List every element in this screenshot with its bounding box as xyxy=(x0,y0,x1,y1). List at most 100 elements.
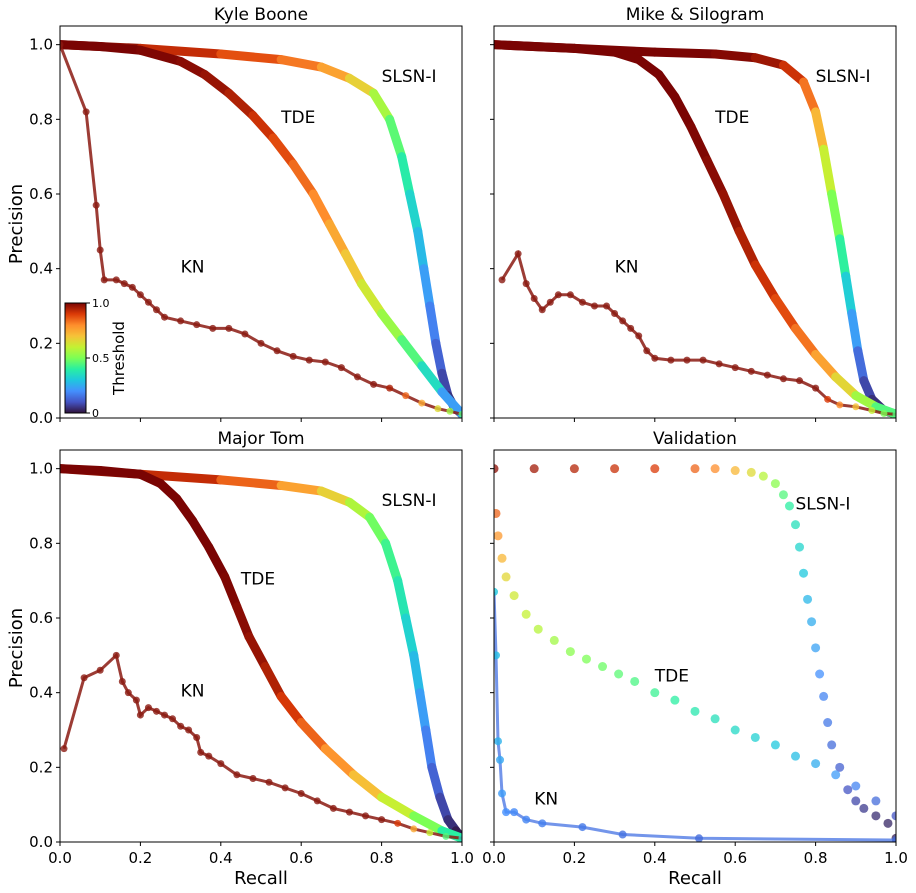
data-point xyxy=(650,464,659,473)
kn-point xyxy=(119,678,126,685)
data-point xyxy=(614,670,623,679)
data-point xyxy=(803,595,812,604)
kn-point xyxy=(306,357,313,364)
kn-point xyxy=(153,708,160,715)
kn-point xyxy=(611,310,618,317)
series-slsn-i xyxy=(490,464,901,843)
colorbar-gradient xyxy=(65,303,86,413)
curve-segment xyxy=(832,194,840,239)
data-point xyxy=(494,531,503,540)
kn-point xyxy=(635,332,642,339)
kn-point xyxy=(651,355,658,362)
curve-segment xyxy=(345,254,361,284)
panel-title: Kyle Boone xyxy=(214,5,308,25)
kn-point xyxy=(145,299,152,306)
kn-point xyxy=(796,377,803,384)
curve-segment xyxy=(386,543,398,580)
kn-point xyxy=(591,303,598,310)
kn-point xyxy=(346,809,353,816)
kn-point xyxy=(748,368,755,375)
x-tick-label: 0.0 xyxy=(48,849,72,867)
plot-area xyxy=(494,45,900,418)
data-point xyxy=(791,520,800,529)
x-tick-label: 0.8 xyxy=(804,849,828,867)
kn-point xyxy=(683,357,690,364)
curve-segment xyxy=(321,491,349,502)
curve-segment xyxy=(221,480,281,486)
kn-point xyxy=(266,779,273,786)
curve-segment xyxy=(804,82,816,112)
curve-segment xyxy=(775,299,795,329)
curve-label: KN xyxy=(615,257,639,277)
kn-point xyxy=(298,790,305,797)
curve-label: KN xyxy=(181,257,205,277)
curve-label: SLSN-I xyxy=(382,491,437,511)
x-tick-label: 0.0 xyxy=(482,849,506,867)
data-point xyxy=(779,490,788,499)
kn-point xyxy=(378,816,385,823)
colorbar-tick-label-top: 1.0 xyxy=(92,297,110,310)
kn-line xyxy=(502,254,896,415)
curve-segment xyxy=(816,112,824,149)
kn-point xyxy=(193,321,200,328)
kn-point xyxy=(113,276,120,283)
data-point xyxy=(534,625,543,634)
kn-point xyxy=(502,808,510,816)
kn-point xyxy=(137,712,144,719)
curve-segment xyxy=(755,265,775,299)
curve-label: TDE xyxy=(654,666,689,686)
data-point xyxy=(530,464,539,473)
kn-point xyxy=(330,805,337,812)
kn-point xyxy=(764,372,771,379)
kn-point xyxy=(61,745,68,752)
x-tick-label: 0.2 xyxy=(128,849,152,867)
curve-label: TDE xyxy=(714,108,749,128)
curve-segment xyxy=(313,194,329,224)
curve-segment xyxy=(225,577,237,607)
kn-point xyxy=(258,340,265,347)
kn-point xyxy=(249,775,256,782)
series-kn xyxy=(499,250,900,418)
data-point xyxy=(859,804,868,813)
kn-point xyxy=(217,760,224,767)
data-point xyxy=(582,655,591,664)
series-tde xyxy=(60,469,462,839)
data-point xyxy=(883,819,892,828)
kn-point xyxy=(233,771,240,778)
kn-point xyxy=(225,325,232,332)
curve-label: TDE xyxy=(280,108,315,128)
curve-label: TDE xyxy=(240,569,275,589)
kn-point xyxy=(868,407,875,414)
curve-segment xyxy=(265,667,281,697)
curve-segment xyxy=(824,149,832,194)
curve-segment xyxy=(816,355,836,377)
curve-segment xyxy=(293,164,313,194)
data-point xyxy=(791,752,800,761)
curve-segment xyxy=(301,723,325,749)
data-point xyxy=(815,670,824,679)
y-tick-label: 0.6 xyxy=(29,609,53,627)
curve-segment xyxy=(436,343,442,373)
kn-point xyxy=(205,753,212,760)
kn-point xyxy=(700,357,707,364)
kn-point xyxy=(434,405,441,412)
curve-segment xyxy=(723,194,739,231)
curve-segment xyxy=(100,471,140,475)
kn-point xyxy=(539,306,546,313)
kn-point xyxy=(852,403,859,410)
kn-point xyxy=(494,737,502,745)
y-tick-label: 0.8 xyxy=(29,534,53,552)
kn-point xyxy=(185,727,192,734)
data-point xyxy=(751,733,760,742)
x-tick-label: 0.2 xyxy=(562,849,586,867)
data-point xyxy=(795,543,804,552)
curve-segment xyxy=(382,797,414,816)
kn-point xyxy=(426,829,433,836)
kn-point xyxy=(209,325,216,332)
data-point xyxy=(799,569,808,578)
kn-point xyxy=(177,317,184,324)
curve-segment xyxy=(675,97,691,127)
curve-segment xyxy=(410,194,418,231)
data-point xyxy=(871,796,880,805)
kn-point xyxy=(824,396,831,403)
